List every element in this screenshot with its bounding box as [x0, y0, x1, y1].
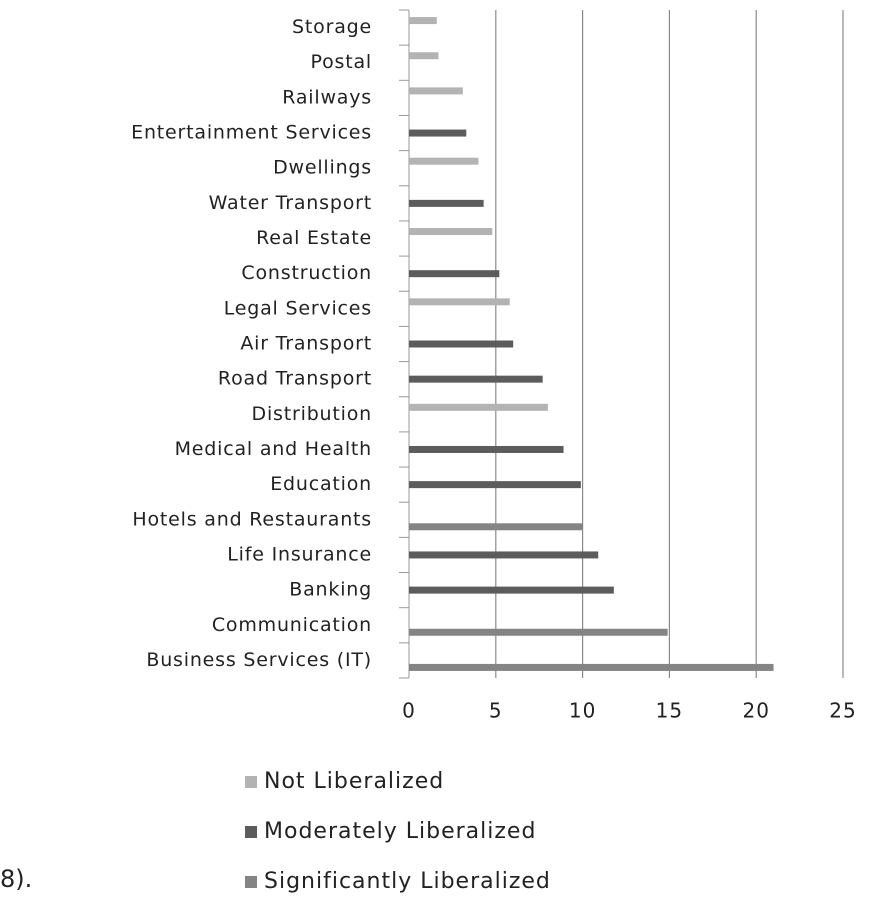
y-tick-label: Dwellings	[273, 157, 372, 179]
bar	[409, 157, 479, 165]
legend-swatch	[245, 876, 257, 888]
legend-swatch	[245, 776, 257, 788]
text-fragment: 8).	[0, 865, 32, 893]
x-tick-label: 20	[742, 699, 769, 723]
bar	[409, 228, 493, 236]
legend-label: Not Liberalized	[264, 769, 444, 794]
y-tick-label: Entertainment Services	[131, 122, 372, 144]
y-tick-label: Business Services (IT)	[146, 649, 372, 671]
bar	[409, 270, 500, 278]
bar	[409, 481, 581, 489]
y-tick-label: Communication	[212, 614, 372, 636]
bar	[409, 523, 583, 531]
bar	[409, 586, 614, 594]
y-tick-label: Air Transport	[240, 333, 372, 355]
bar	[409, 628, 668, 636]
bar	[409, 340, 514, 348]
y-tick-label: Railways	[282, 86, 372, 108]
x-tick-label: 0	[402, 699, 416, 723]
y-tick-label: Distribution	[252, 403, 372, 425]
y-tick-label: Medical and Health	[175, 438, 372, 460]
y-tick-label: Construction	[241, 262, 372, 284]
bar	[409, 17, 437, 25]
bar	[409, 298, 510, 306]
bar	[409, 403, 548, 411]
x-tick-label: 5	[489, 699, 503, 723]
y-tick-label: Real Estate	[256, 227, 372, 249]
y-tick-label: Water Transport	[209, 192, 372, 214]
y-tick-label: Legal Services	[224, 297, 372, 319]
y-tick-label: Life Insurance	[227, 543, 372, 565]
y-tick-label: Storage	[292, 16, 372, 38]
bar	[409, 87, 463, 95]
y-tick-label: Banking	[289, 579, 372, 601]
bar	[409, 551, 599, 559]
legend-label: Significantly Liberalized	[264, 869, 551, 894]
legend-label: Moderately Liberalized	[264, 819, 536, 844]
bar	[409, 663, 774, 671]
bar	[409, 52, 439, 60]
y-tick-label: Education	[270, 473, 372, 495]
legend-swatch	[245, 826, 257, 838]
bar	[409, 129, 467, 137]
x-tick-label: 10	[569, 699, 596, 723]
y-tick-label: Road Transport	[218, 368, 372, 390]
bar	[409, 445, 564, 453]
bar	[409, 199, 484, 207]
bar	[409, 375, 543, 383]
x-tick-label: 25	[829, 699, 856, 723]
x-tick-label: 15	[656, 699, 683, 723]
y-tick-label: Postal	[311, 51, 372, 73]
y-tick-label: Hotels and Restaurants	[132, 508, 372, 530]
